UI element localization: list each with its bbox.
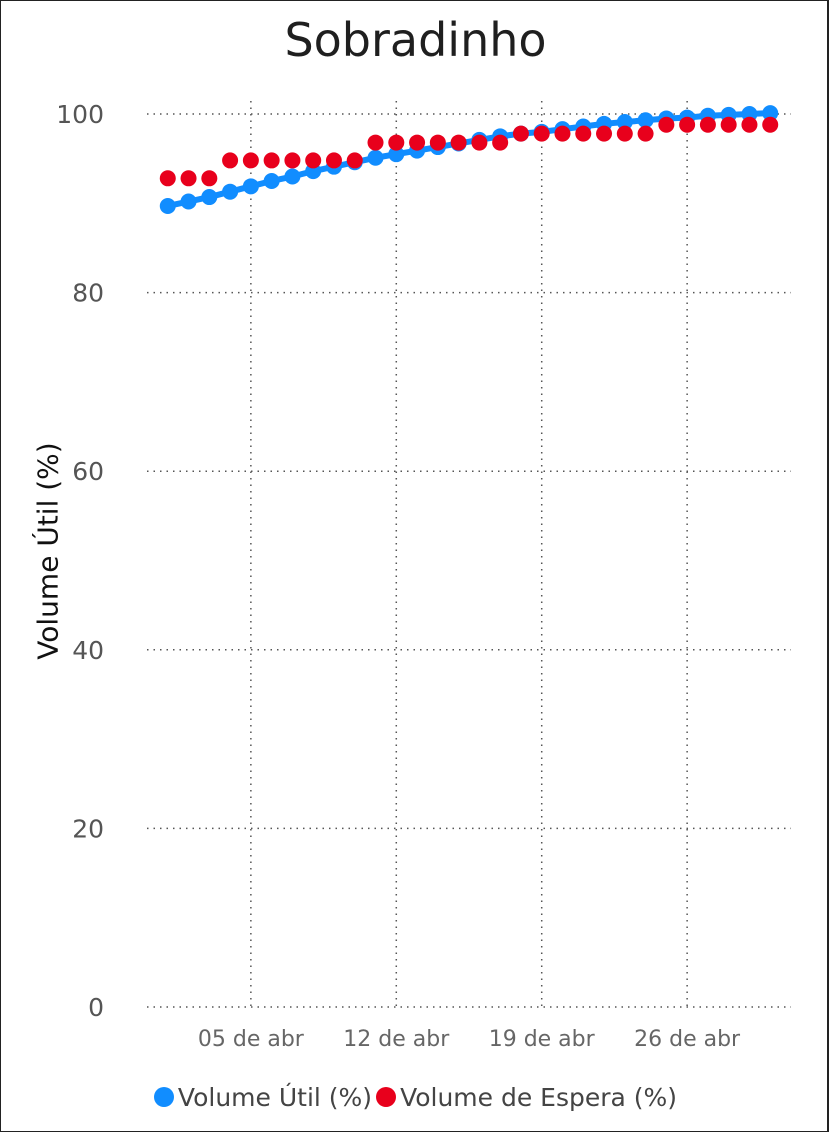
legend-label: Volume Útil (%) <box>177 1083 373 1112</box>
data-point <box>201 170 218 187</box>
data-point <box>388 146 405 163</box>
legend: Volume Útil (%) Volume de Espera (%) <box>1 1083 829 1112</box>
data-point <box>159 197 176 214</box>
data-point <box>720 116 737 133</box>
data-point <box>409 134 426 151</box>
data-point <box>679 116 696 133</box>
series-layer <box>159 105 779 214</box>
data-point <box>346 152 363 169</box>
data-point <box>180 170 197 187</box>
data-point <box>284 152 301 169</box>
legend-item[interactable]: Volume Útil (%) <box>153 1083 373 1112</box>
data-point <box>512 125 529 142</box>
y-tick-label: 100 <box>56 100 104 129</box>
data-point <box>367 149 384 166</box>
data-point <box>284 168 301 185</box>
y-tick-label: 80 <box>72 279 104 308</box>
data-point <box>450 134 467 151</box>
legend-label: Volume de Espera (%) <box>400 1083 678 1112</box>
data-point <box>305 152 322 169</box>
data-point <box>616 114 633 131</box>
data-point <box>263 172 280 189</box>
data-point <box>263 152 280 169</box>
data-point <box>616 125 633 142</box>
series-1 <box>159 116 779 187</box>
data-point <box>596 125 613 142</box>
x-tick-label: 19 de abr <box>489 1027 596 1052</box>
data-point <box>367 134 384 151</box>
data-point <box>429 134 446 151</box>
data-point <box>533 125 550 142</box>
data-point <box>242 152 259 169</box>
y-tick-label: 60 <box>72 457 104 486</box>
data-point <box>554 125 571 142</box>
x-tick-label: 05 de abr <box>198 1027 305 1052</box>
data-point <box>762 116 779 133</box>
data-point <box>201 189 218 206</box>
legend-item[interactable]: Volume de Espera (%) <box>376 1083 677 1112</box>
x-tick-label: 26 de abr <box>634 1027 741 1052</box>
legend-marker <box>376 1087 397 1107</box>
data-point <box>658 116 675 133</box>
data-point <box>159 170 176 187</box>
grid-lines <box>147 101 791 1008</box>
y-tick-labels: 0 20 40 60 80 100 <box>56 100 104 1022</box>
chart-title: Sobradinho <box>284 13 547 67</box>
data-point <box>222 183 239 200</box>
data-point <box>471 134 488 151</box>
data-point <box>637 125 654 142</box>
y-tick-label: 40 <box>72 636 104 665</box>
x-tick-labels: 05 de abr 12 de abr 19 de abr 26 de abr <box>198 1027 741 1052</box>
data-point <box>492 134 509 151</box>
data-point <box>575 125 592 142</box>
x-tick-label: 12 de abr <box>343 1027 450 1052</box>
data-point <box>388 134 405 151</box>
data-point <box>242 178 259 195</box>
data-point <box>222 152 239 169</box>
legend-marker <box>153 1087 174 1107</box>
y-tick-label: 0 <box>88 993 104 1022</box>
data-point <box>180 193 197 210</box>
data-point <box>325 152 342 169</box>
y-tick-label: 20 <box>72 814 104 843</box>
data-point <box>699 116 716 133</box>
data-point <box>741 116 758 133</box>
data-point <box>762 105 779 122</box>
data-point <box>637 112 654 129</box>
